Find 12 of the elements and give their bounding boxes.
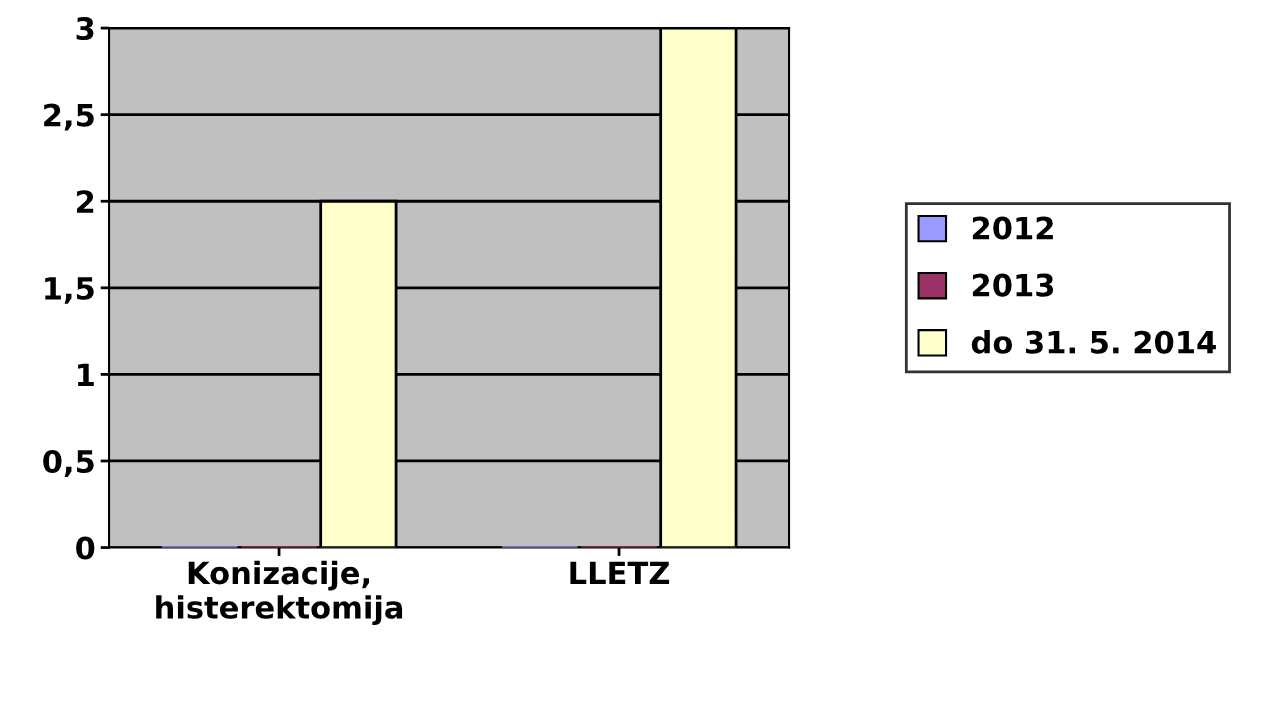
y-tick-label: 2,5 (44, 103, 94, 131)
y-tick-label: 1 (78, 363, 94, 387)
legend-label: 2013 (972, 273, 1054, 297)
y-tick-label: 0 (76, 536, 95, 560)
legend-label: do 31. 5. 2014 (971, 330, 1216, 354)
x-tick-label: LLETZ (570, 561, 670, 584)
y-tick-label: 1,5 (45, 277, 94, 304)
y-tick-label: 0,5 (43, 449, 94, 477)
y-tick-label: 2 (77, 190, 94, 213)
y-tick-label: 3 (76, 17, 94, 41)
x-tick-label: Konizacije, histerektomija (156, 560, 403, 626)
legend-label: 2012 (972, 216, 1053, 240)
